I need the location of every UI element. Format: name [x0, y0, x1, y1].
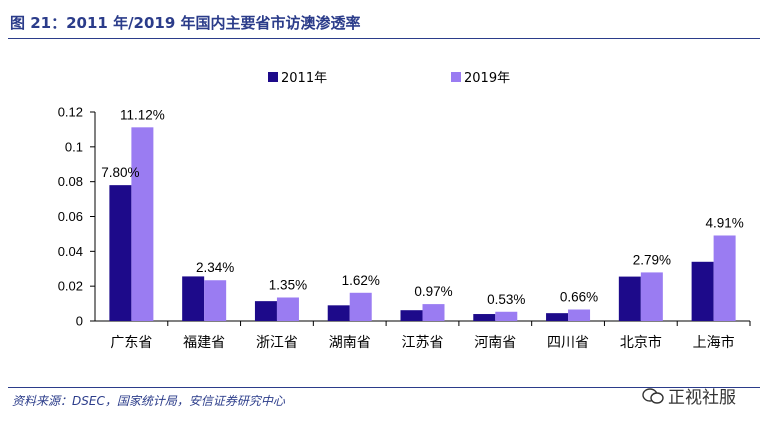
bar	[495, 311, 518, 321]
data-label: 1.62%	[342, 273, 380, 288]
watermark-text: 正视社服	[668, 388, 736, 408]
bar	[640, 272, 663, 321]
bar	[109, 185, 132, 321]
data-label: 4.91%	[705, 215, 743, 230]
data-label: 11.12%	[120, 107, 165, 122]
bar	[204, 280, 227, 321]
x-tick-label: 福建省	[183, 335, 225, 351]
y-tick-label: 0.06	[58, 209, 83, 224]
bar	[618, 276, 641, 321]
bar	[473, 314, 496, 321]
bar	[131, 127, 154, 322]
y-tick-label: 0.04	[58, 244, 83, 259]
bar	[400, 310, 423, 321]
source-note: 资料来源：DSEC，国家统计局，安信证券研究中心	[12, 394, 285, 408]
bar	[568, 309, 591, 321]
bar	[691, 261, 714, 321]
x-tick-label: 河南省	[474, 335, 516, 351]
x-tick-label: 湖南省	[329, 335, 371, 351]
data-label: 1.35%	[269, 277, 307, 292]
bar	[546, 313, 569, 321]
bar	[349, 292, 372, 321]
y-tick-label: 0	[76, 314, 83, 329]
y-tick-label: 0.12	[58, 105, 83, 120]
bar	[276, 297, 299, 321]
x-tick-label: 北京市	[620, 334, 662, 351]
x-tick-label: 浙江省	[256, 335, 298, 351]
title-divider	[8, 38, 760, 39]
source-divider	[8, 387, 760, 388]
data-label: 2.34%	[196, 260, 234, 275]
x-tick-label: 江苏省	[402, 335, 444, 351]
bar	[713, 235, 736, 321]
y-tick-label: 0.1	[65, 139, 83, 154]
legend-swatch	[268, 72, 278, 82]
legend-swatch	[451, 72, 461, 82]
legend-label: 2011年	[281, 71, 327, 86]
x-tick-label: 四川省	[547, 335, 589, 351]
bar	[327, 305, 350, 321]
watermark: 正视社服	[642, 383, 736, 408]
legend-label: 2019年	[464, 71, 510, 86]
data-label: 0.97%	[414, 284, 452, 299]
chat-bubble-icon	[642, 387, 664, 404]
x-tick-label: 上海市	[693, 334, 735, 351]
figure-title: 图 21：2011 年/2019 年国内主要省市访澳渗透率	[10, 14, 361, 32]
y-tick-label: 0.08	[58, 174, 83, 189]
bar	[422, 304, 445, 321]
bar	[254, 301, 277, 321]
data-label: 0.66%	[560, 290, 598, 305]
data-label: 0.53%	[487, 292, 525, 307]
data-label: 2.79%	[633, 252, 671, 267]
bar	[182, 276, 205, 321]
data-label: 7.80%	[101, 165, 139, 180]
y-tick-label: 0.02	[58, 279, 83, 294]
x-tick-label: 广东省	[110, 335, 152, 351]
